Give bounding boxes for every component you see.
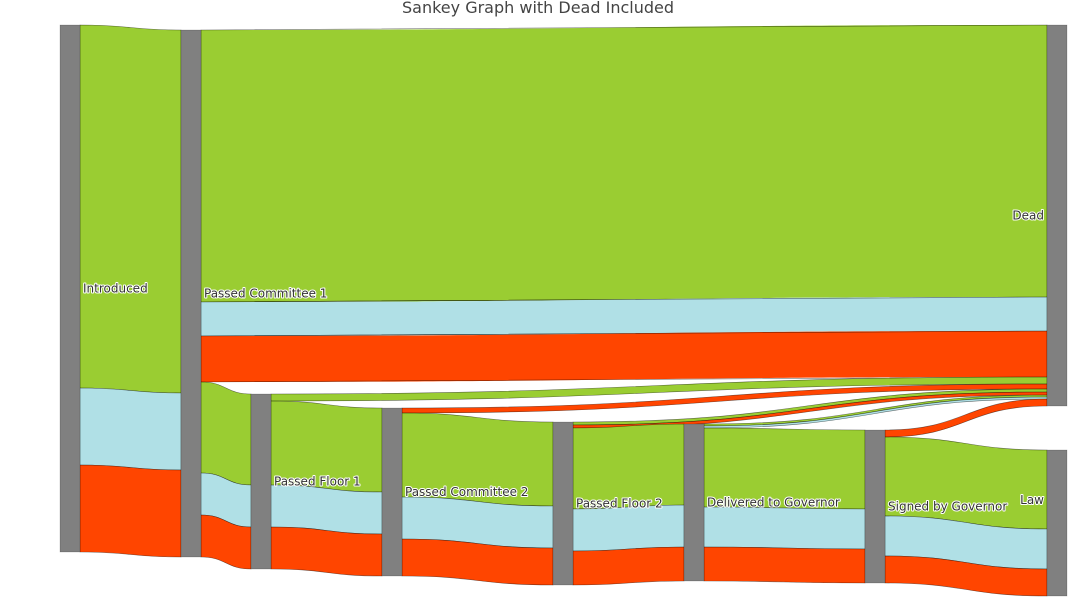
node-label-introduced: Introduced <box>83 282 148 296</box>
node-passed-committee-1[interactable] <box>180 29 202 558</box>
link-introduced-to-passed_committee_1-red <box>79 464 182 558</box>
node-label-dead: Dead <box>1012 209 1044 223</box>
node-label-passed-committee-1: Passed Committee 1 <box>204 287 327 301</box>
link-passed_floor_2-to-delivered_to_governor-lightblue <box>572 504 685 552</box>
labels-group: Introduced Passed Committee 1 Passed Floor… <box>82 208 1045 515</box>
link-introduced-to-passed_committee_1-green <box>79 24 182 394</box>
node-label-passed-floor-1: Passed Floor 1 <box>274 475 361 489</box>
node-label-delivered-to-governor: Delivered to Governor <box>707 496 840 510</box>
link-passed_committee_1-to-dead-red <box>200 330 1048 383</box>
node-passed-floor-2[interactable] <box>552 421 574 586</box>
link-passed_floor_1-to-passed_committee_2-red <box>270 526 383 577</box>
link-introduced-to-passed_committee_1-lightblue <box>79 387 182 471</box>
node-introduced[interactable] <box>59 24 81 553</box>
link-passed_committee_1-to-passed_floor_1-green <box>200 381 252 486</box>
node-passed-floor-1[interactable] <box>250 393 272 570</box>
node-signed-by-governor[interactable] <box>864 429 886 584</box>
chart-title: Sankey Graph with Dead Included <box>402 0 674 17</box>
link-delivered_to_governor-to-signed_by_governor-red <box>703 546 866 584</box>
node-label-signed-by-governor: Signed by Governor <box>888 500 1007 514</box>
node-law[interactable] <box>1046 449 1068 597</box>
node-label-passed-floor-2: Passed Floor 2 <box>576 497 663 511</box>
links-group <box>79 24 1048 597</box>
link-passed_floor_1-to-passed_committee_2-lightblue <box>270 484 383 535</box>
node-label-law: Law <box>1020 493 1044 507</box>
link-passed_floor_2-to-delivered_to_governor-red <box>572 546 685 586</box>
nodes-group <box>59 24 1068 597</box>
link-delivered_to_governor-to-signed_by_governor-lightblue <box>703 506 866 550</box>
link-passed_committee_1-to-dead-green <box>200 24 1048 303</box>
link-passed_committee_1-to-dead-lightblue <box>200 296 1048 337</box>
node-delivered-to-governor[interactable] <box>683 423 705 582</box>
node-passed-committee-2[interactable] <box>381 407 403 577</box>
link-signed_by_governor-to-law-green <box>884 436 1048 530</box>
node-dead[interactable] <box>1046 24 1068 407</box>
node-label-passed-committee-2: Passed Committee 2 <box>405 485 528 499</box>
